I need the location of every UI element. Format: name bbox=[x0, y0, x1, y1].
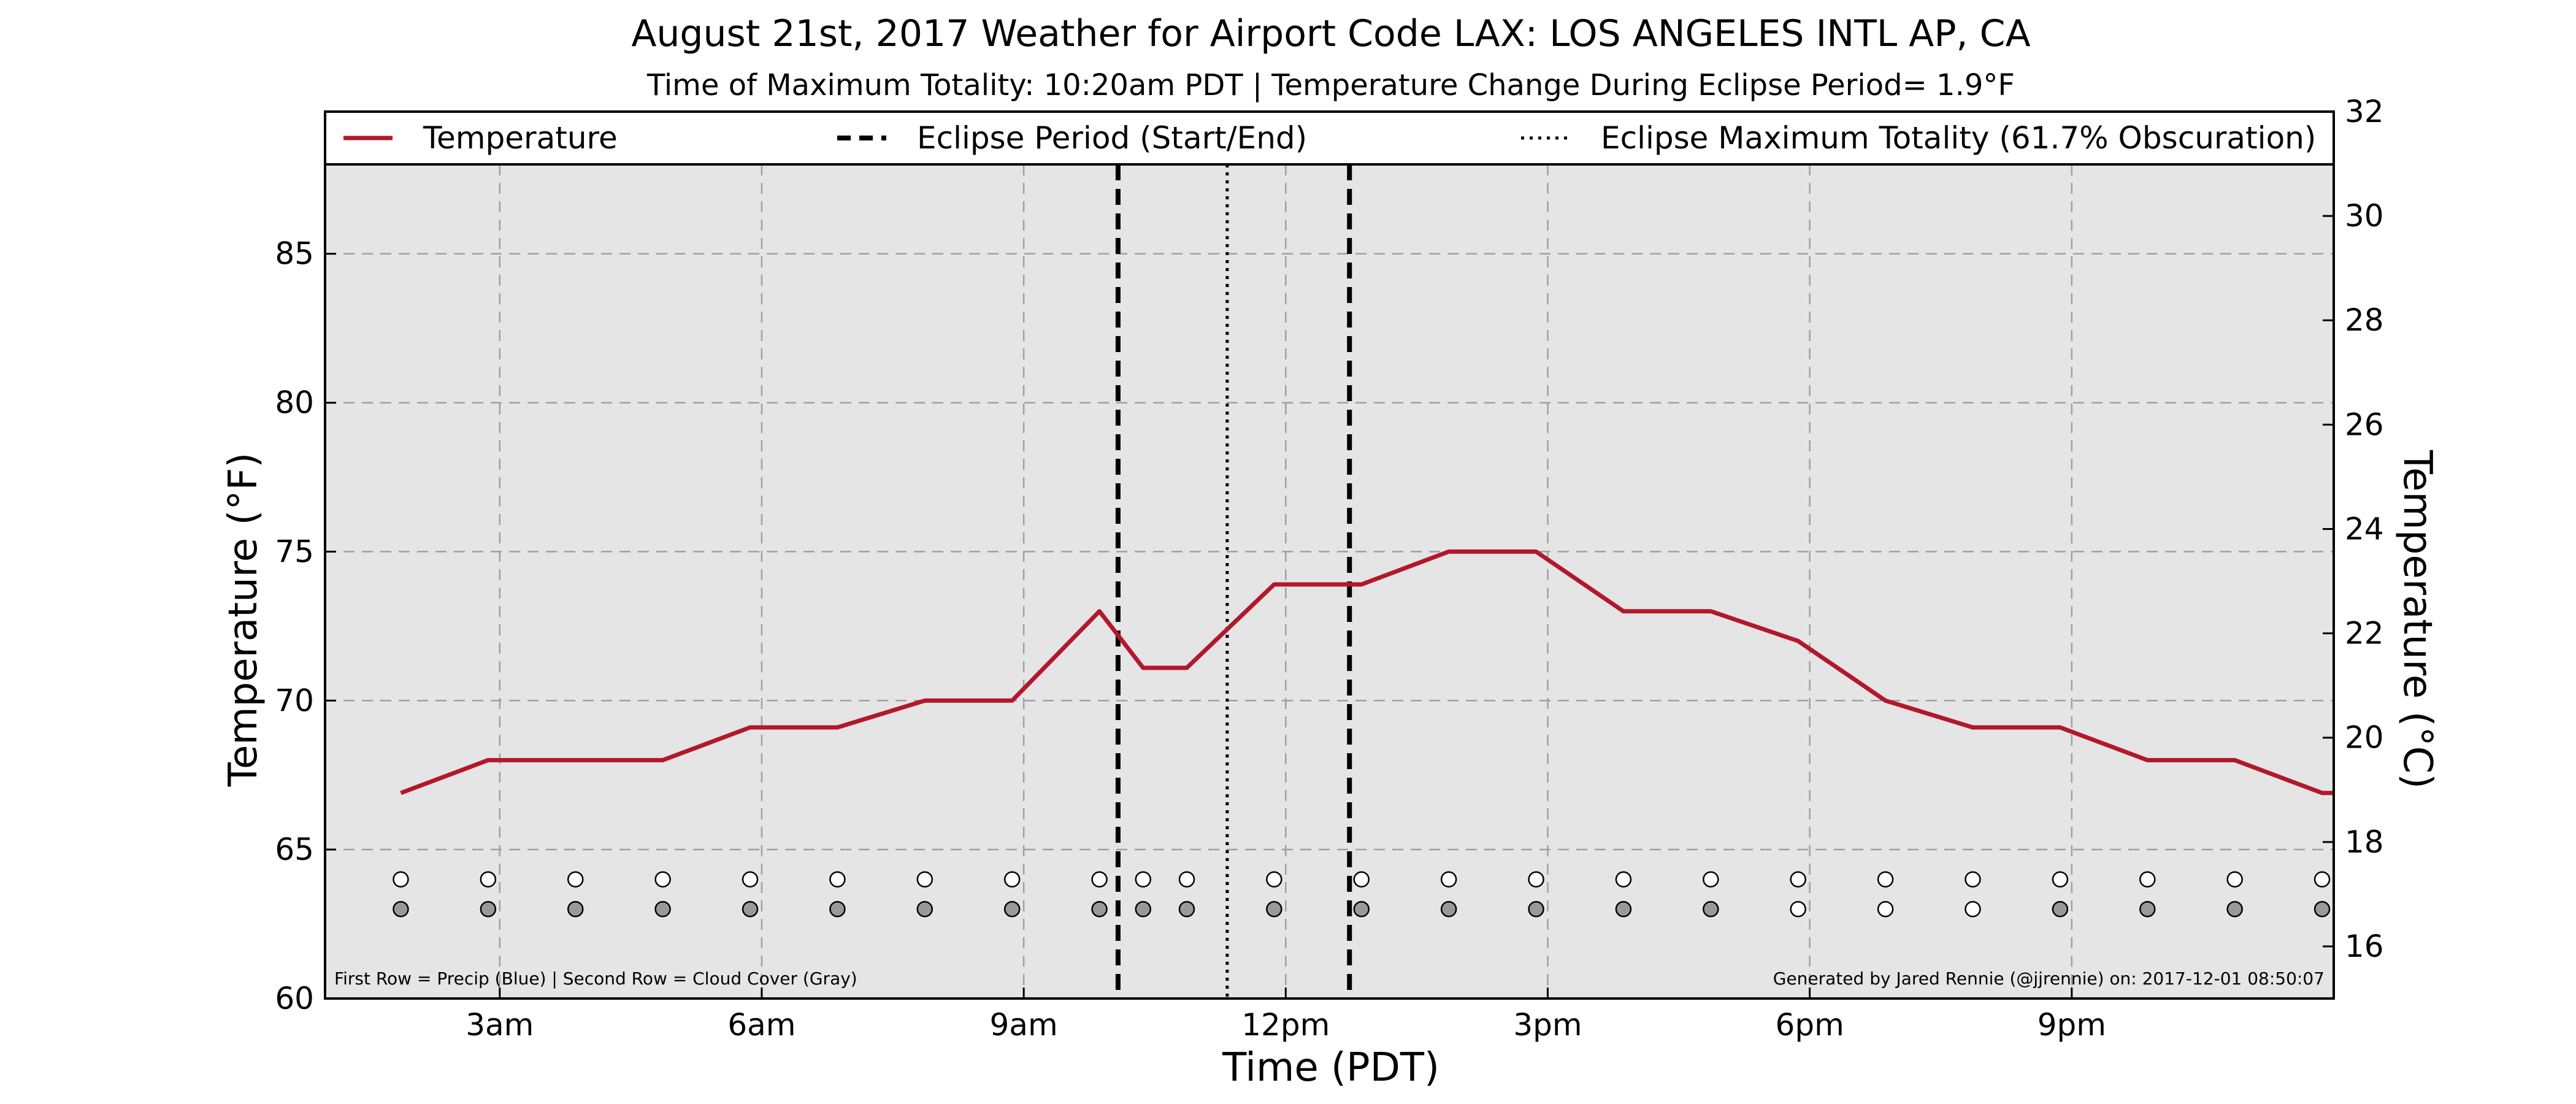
precip-marker bbox=[1965, 871, 1981, 887]
y2-tick-label: 18 bbox=[2345, 824, 2384, 860]
precip-marker bbox=[1178, 871, 1195, 887]
cloud-marker bbox=[1003, 901, 1021, 918]
precip-marker bbox=[1003, 871, 1021, 887]
precip-marker bbox=[2313, 871, 2331, 887]
precip-marker bbox=[1703, 871, 1719, 887]
x-tick-label: 6pm bbox=[1776, 1007, 1844, 1043]
cloud-marker bbox=[2226, 901, 2243, 918]
y2-tick-label: 22 bbox=[2345, 616, 2384, 651]
precip-marker bbox=[742, 871, 759, 887]
y-tick-label: 60 bbox=[275, 981, 314, 1016]
y-tick-label: 70 bbox=[275, 683, 314, 718]
generated-by-note: Generated by Jared Rennie (@jjrennie) on… bbox=[1773, 968, 2325, 989]
precip-marker bbox=[2052, 871, 2069, 887]
cloud-marker bbox=[2313, 901, 2331, 918]
precip-marker bbox=[654, 871, 671, 887]
precip-marker bbox=[393, 871, 409, 887]
y2-tick-label: 24 bbox=[2345, 511, 2384, 546]
chart-title: August 21st, 2017 Weather for Airport Co… bbox=[631, 12, 2030, 55]
y-tick-label: 85 bbox=[275, 236, 314, 272]
x-tick-label: 3pm bbox=[1513, 1007, 1582, 1043]
cloud-marker bbox=[1790, 901, 1806, 918]
y-tick-label: 80 bbox=[275, 385, 314, 421]
marker-rows bbox=[393, 871, 2331, 918]
precip-marker bbox=[1135, 871, 1152, 887]
eclipse-lines bbox=[1115, 164, 1352, 999]
cloud-marker bbox=[742, 901, 759, 918]
precip-marker bbox=[1353, 871, 1370, 887]
y2-tick-label: 26 bbox=[2345, 407, 2384, 442]
series-layer bbox=[400, 549, 2334, 795]
legend-label: Temperature bbox=[423, 120, 618, 156]
cloud-marker bbox=[2139, 901, 2156, 918]
legend: Temperature Eclipse Period (Start/End) Ecl… bbox=[343, 120, 2316, 156]
x-tick-label: 3am bbox=[466, 1007, 534, 1043]
cloud-marker bbox=[480, 901, 497, 918]
legend-label: Eclipse Period (Start/End) bbox=[917, 120, 1307, 156]
x-tick-label: 9pm bbox=[2037, 1007, 2106, 1043]
cloud-marker bbox=[916, 901, 933, 918]
y2-tick-label: 30 bbox=[2345, 198, 2384, 234]
cloud-marker bbox=[1615, 901, 1632, 918]
y2-tick-label: 28 bbox=[2345, 302, 2384, 338]
cloud-marker bbox=[567, 901, 584, 918]
cloud-marker bbox=[393, 901, 409, 918]
x-tick-label: 9am bbox=[990, 1007, 1058, 1043]
marker-legend-note: First Row = Precip (Blue) | Second Row =… bbox=[334, 968, 857, 989]
precip-marker bbox=[480, 871, 497, 887]
precip-marker bbox=[1091, 871, 1108, 887]
precip-marker bbox=[1440, 871, 1457, 887]
legend-label: Eclipse Maximum Totality (61.7% Obscurat… bbox=[1601, 120, 2316, 156]
y-tick-label: 65 bbox=[275, 832, 314, 867]
precip-marker bbox=[916, 871, 933, 887]
plot-area bbox=[325, 164, 2334, 999]
precip-marker bbox=[1877, 871, 1894, 887]
precip-marker bbox=[1790, 871, 1806, 887]
precip-marker bbox=[1266, 871, 1282, 887]
cloud-marker bbox=[1528, 901, 1544, 918]
cloud-marker bbox=[1091, 901, 1108, 918]
cloud-marker bbox=[1703, 901, 1719, 918]
cloud-marker bbox=[654, 901, 671, 918]
cloud-marker bbox=[1877, 901, 1894, 918]
chart-subtitle: Time of Maximum Totality: 10:20am PDT | … bbox=[646, 68, 2015, 102]
cloud-marker bbox=[2052, 901, 2069, 918]
axes-frame bbox=[324, 110, 2335, 1000]
y2-tick-label: 20 bbox=[2345, 720, 2384, 756]
grid-lines bbox=[325, 164, 2334, 999]
cloud-marker bbox=[1266, 901, 1282, 918]
cloud-marker bbox=[1178, 901, 1195, 918]
cloud-marker bbox=[1135, 901, 1152, 918]
plot-background bbox=[325, 164, 2334, 999]
axes: 3am 6am 9am 12pm 3pm 6pm 9pm 60 65 70 75 80 85 16 18 20… bbox=[275, 94, 2383, 1043]
cloud-marker bbox=[1353, 901, 1370, 918]
y2-tick-label: 32 bbox=[2345, 94, 2384, 129]
y2-tick-label: 16 bbox=[2345, 929, 2384, 964]
y-tick-label: 75 bbox=[275, 534, 314, 569]
y2-axis-label: Temperature (°C) bbox=[2394, 450, 2440, 789]
x-tick-label: 6am bbox=[727, 1007, 795, 1043]
precip-marker bbox=[1528, 871, 1544, 887]
cloud-marker bbox=[829, 901, 846, 918]
cloud-marker bbox=[1965, 901, 1981, 918]
y-axis-label: Temperature (°F) bbox=[221, 453, 266, 788]
temperature-line bbox=[400, 549, 2334, 795]
precip-marker bbox=[567, 871, 584, 887]
precip-marker bbox=[2139, 871, 2156, 887]
cloud-marker bbox=[1440, 901, 1457, 918]
x-tick-label: 12pm bbox=[1241, 1007, 1330, 1043]
precip-marker bbox=[2226, 871, 2243, 887]
x-axis-label: Time (PDT) bbox=[1222, 1045, 1439, 1091]
precip-marker bbox=[1615, 871, 1632, 887]
precip-marker bbox=[829, 871, 846, 887]
